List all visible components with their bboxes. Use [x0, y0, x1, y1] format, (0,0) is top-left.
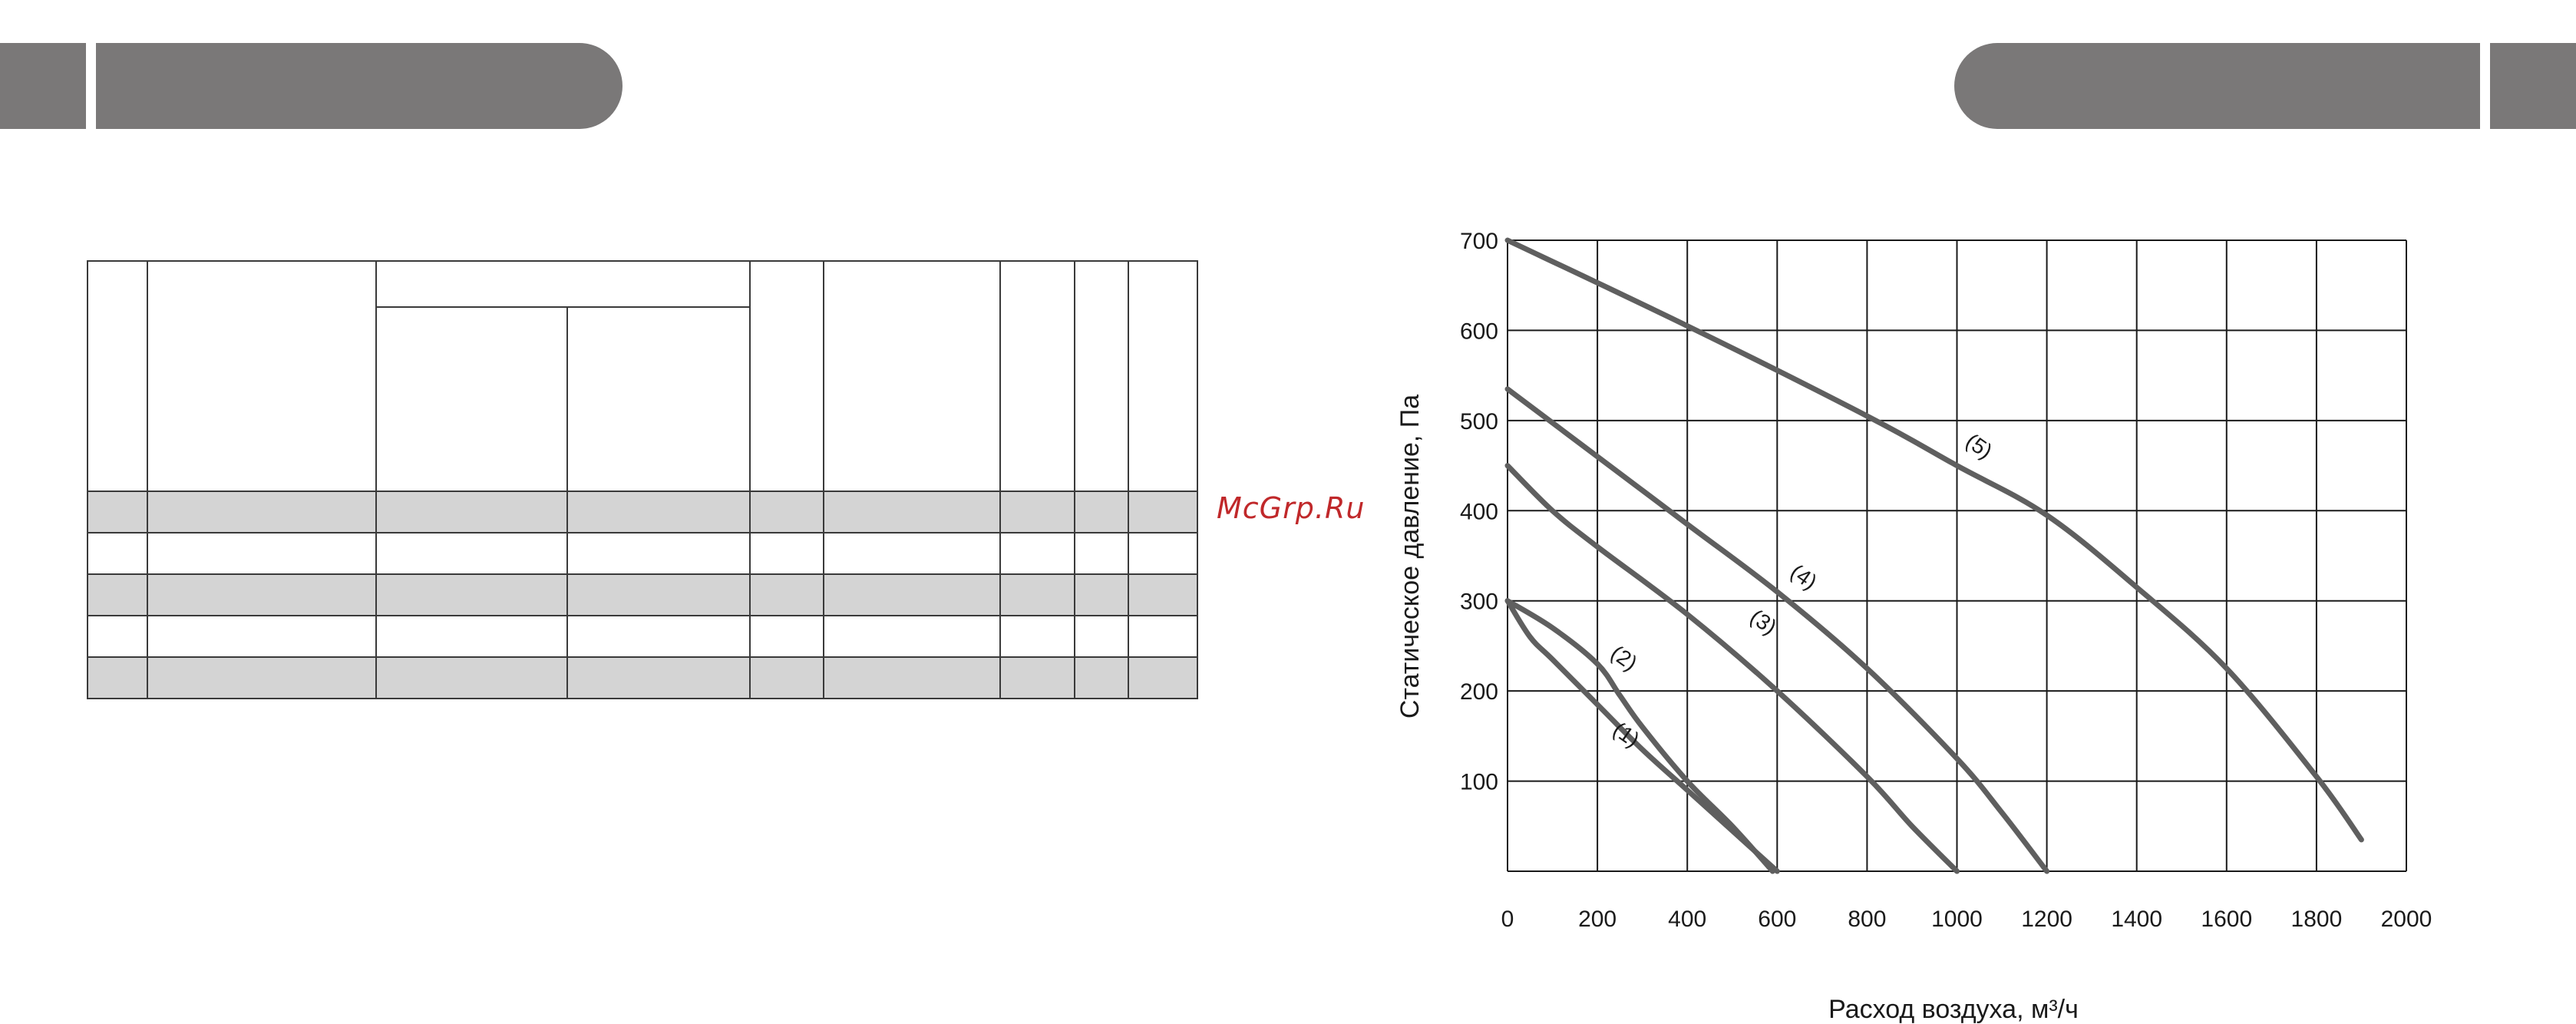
- chart-grid: [1507, 239, 2407, 872]
- header-bar-right-tab: [2490, 43, 2576, 129]
- curve-2: [1504, 598, 1775, 874]
- header-bar-left: [96, 43, 623, 129]
- x-tick-label: 1600: [2201, 907, 2252, 932]
- x-tick-label: 1400: [2111, 907, 2162, 932]
- table-row: [87, 491, 1198, 533]
- y-tick-label: 500: [1460, 409, 1498, 434]
- x-tick-label: 800: [1848, 907, 1886, 932]
- header-bar-left-tab: [0, 43, 86, 129]
- curve-4: [1504, 386, 2050, 874]
- y-axis-label: Статическое давление, Па: [1395, 395, 1425, 718]
- watermark: McGrp.Ru: [1217, 491, 1366, 525]
- x-tick-label: 400: [1668, 907, 1706, 932]
- x-tick-label: 0: [1501, 907, 1514, 932]
- table-row: [87, 573, 1198, 616]
- y-tick-label: 200: [1460, 679, 1498, 705]
- table-row: [87, 615, 1198, 658]
- y-tick-label: 100: [1460, 770, 1498, 795]
- table-row: [87, 656, 1198, 699]
- curve-label: (2): [1607, 641, 1642, 676]
- curve-3: [1504, 463, 1960, 874]
- x-tick-label: 1200: [2021, 907, 2072, 932]
- chart-curves: [1504, 237, 2364, 874]
- x-tick-label: 200: [1578, 907, 1617, 932]
- x-axis-label: Расход воздуха, м³/ч: [1828, 995, 2079, 1024]
- curve-label: (3): [1745, 605, 1781, 639]
- y-tick-label: 300: [1460, 590, 1498, 615]
- chart-labels: 0 200 400 600 800 1000 1200 1400 1600 1800 2000 100…: [1460, 229, 2432, 932]
- curve-label: (4): [1786, 560, 1821, 594]
- y-tick-label: 700: [1460, 229, 1498, 254]
- curve-label: (5): [1961, 429, 1996, 464]
- y-tick-label: 600: [1460, 319, 1498, 344]
- x-tick-label: 1800: [2291, 907, 2343, 932]
- x-tick-label: 2000: [2381, 907, 2432, 932]
- y-tick-label: 400: [1460, 499, 1498, 524]
- curve-1: [1504, 598, 1780, 874]
- x-tick-label: 1000: [1931, 907, 1983, 932]
- curve-5: [1504, 237, 2364, 843]
- specification-table: [87, 260, 1198, 699]
- x-tick-label: 600: [1758, 907, 1796, 932]
- table-row: [87, 532, 1198, 575]
- header-bar-right: [1954, 43, 2480, 129]
